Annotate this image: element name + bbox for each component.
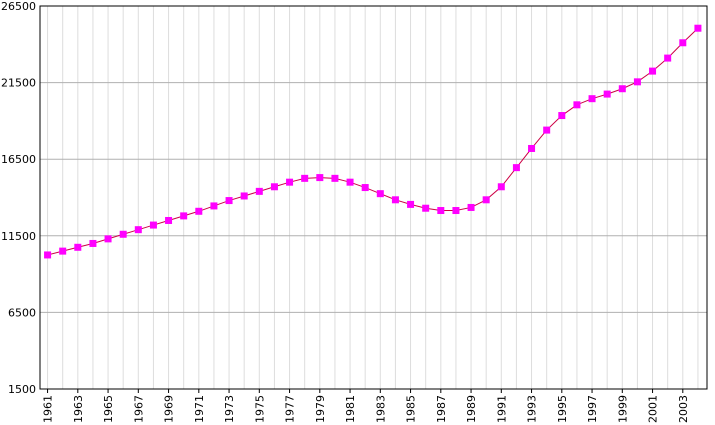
y-tick-label: 6500: [8, 306, 36, 319]
y-tick-label: 11500: [1, 230, 36, 243]
x-tick-label: 1971: [193, 395, 206, 423]
data-point: [407, 200, 415, 208]
data-point: [633, 78, 641, 86]
data-point: [603, 90, 611, 98]
data-point: [240, 192, 248, 200]
y-tick-label: 26500: [1, 0, 36, 13]
data-point: [558, 112, 566, 120]
y-axis-tick-labels: 1500 6500 11500 16500 21500 26500: [1, 0, 36, 396]
data-point: [149, 221, 157, 229]
x-tick-label: 1961: [42, 395, 55, 423]
data-point: [225, 197, 233, 205]
data-point: [134, 226, 142, 234]
data-point: [422, 204, 430, 212]
data-point: [618, 85, 626, 93]
data-point: [497, 183, 505, 191]
data-point: [210, 202, 218, 210]
x-tick-label: 1995: [556, 395, 569, 423]
data-point: [331, 174, 339, 182]
data-point: [437, 207, 445, 215]
y-tick-label: 16500: [1, 153, 36, 166]
data-point: [482, 196, 490, 204]
x-tick-label: 1967: [132, 395, 145, 423]
data-point: [467, 203, 475, 211]
x-tick-label: 1977: [284, 395, 297, 423]
data-point: [649, 67, 657, 75]
data-point: [588, 95, 596, 103]
x-tick-label: 1969: [163, 395, 176, 423]
data-point: [376, 190, 384, 198]
x-tick-label: 1997: [586, 395, 599, 423]
x-tick-label: 1963: [72, 395, 85, 423]
y-tick-label: 21500: [1, 77, 36, 90]
data-point: [286, 178, 294, 186]
x-tick-label: 1973: [223, 395, 236, 423]
x-axis-tick-labels: 1961 1963 1965 1967 1969 1971 1973 1975 1977 1979…: [42, 389, 690, 423]
vertical-grid-lines: [47, 6, 699, 389]
data-point: [391, 196, 399, 204]
x-tick-label: 1983: [374, 395, 387, 423]
x-tick-label: 1993: [526, 395, 539, 423]
x-tick-label: 1999: [616, 395, 629, 423]
x-tick-label: 1991: [495, 395, 508, 423]
data-point: [59, 247, 67, 255]
x-tick-label: 1987: [435, 395, 448, 423]
data-point: [74, 243, 82, 251]
data-point: [44, 251, 52, 259]
x-tick-label: 1985: [405, 395, 418, 423]
data-point: [195, 207, 203, 215]
data-point: [664, 54, 672, 62]
data-point: [346, 178, 354, 186]
data-point: [694, 24, 702, 32]
data-point: [180, 212, 188, 220]
data-point: [255, 187, 263, 195]
x-tick-label: 1989: [465, 395, 478, 423]
data-point: [301, 174, 309, 182]
x-tick-label: 1981: [344, 395, 357, 423]
x-tick-label: 1965: [102, 395, 115, 423]
y-tick-label: 1500: [8, 383, 36, 396]
data-point: [361, 184, 369, 192]
data-point: [104, 235, 112, 243]
data-point: [679, 39, 687, 47]
series-line: [47, 27, 699, 256]
data-point: [89, 239, 97, 247]
data-point: [119, 230, 127, 238]
data-point: [316, 174, 324, 182]
data-point: [573, 101, 581, 109]
data-point: [512, 164, 520, 172]
data-point: [270, 183, 278, 191]
data-point: [528, 144, 536, 152]
plot-frame: [39, 5, 708, 390]
data-point: [543, 126, 551, 134]
series-points: [44, 24, 702, 259]
x-tick-label: 2003: [677, 395, 690, 423]
x-tick-label: 1975: [253, 395, 266, 423]
data-point: [452, 207, 460, 215]
x-tick-label: 2001: [647, 395, 660, 423]
x-tick-label: 1979: [314, 395, 327, 423]
data-point: [165, 216, 173, 224]
